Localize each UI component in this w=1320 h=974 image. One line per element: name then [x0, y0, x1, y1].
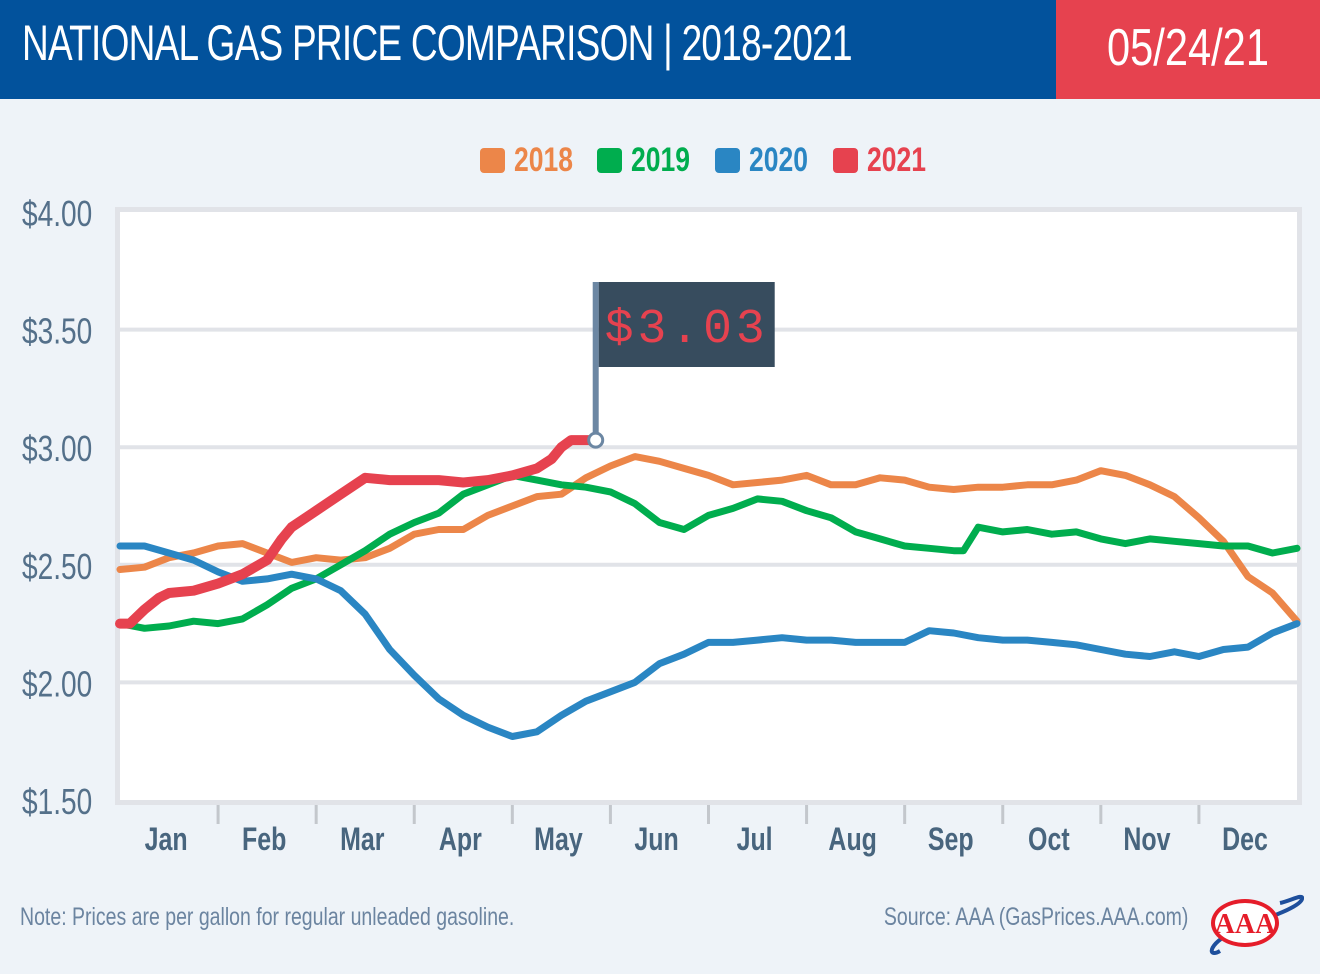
- x-tick-label: Jan: [145, 822, 188, 858]
- header-title-bar: NATIONAL GAS PRICE COMPARISON | 2018-202…: [0, 0, 1056, 99]
- x-tick-label: Jul: [737, 822, 773, 858]
- x-tick-label: Jun: [634, 822, 678, 858]
- legend-item-2019: 2019: [597, 138, 695, 182]
- footer-source: Source: AAA (GasPrices.AAA.com): [883, 903, 1188, 931]
- y-tick-label: $2.50: [22, 546, 92, 586]
- x-tick-label: Sep: [928, 822, 974, 858]
- legend-item-2018: 2018: [479, 138, 578, 182]
- series-line-2019: [116, 471, 1301, 632]
- legend: 2018 2019 2020 2021: [0, 138, 1320, 182]
- y-tick-label: $2.00: [22, 664, 92, 704]
- y-tick-label: $3.50: [22, 311, 92, 351]
- header-date-bar: 05/24/21: [1056, 0, 1320, 99]
- legend-label: 2018: [513, 140, 573, 179]
- aaa-logo-icon: AAA: [1209, 894, 1304, 955]
- header: NATIONAL GAS PRICE COMPARISON | 2018-202…: [0, 0, 1320, 99]
- legend-swatch: [715, 147, 740, 173]
- flag-value-label: $3.03: [605, 303, 769, 357]
- legend-label: 2021: [866, 140, 926, 179]
- y-tick-label: $3.00: [22, 429, 92, 469]
- legend-item-2021: 2021: [832, 138, 931, 182]
- annotation-marker: [587, 431, 605, 449]
- legend-swatch: [597, 147, 623, 173]
- x-tick-label: Feb: [242, 822, 286, 858]
- y-tick-label: $4.00: [22, 194, 92, 234]
- x-tick-label: May: [534, 822, 583, 858]
- legend-label: 2020: [749, 140, 808, 179]
- legend-swatch: [832, 147, 858, 173]
- series-line-2018: [116, 453, 1301, 625]
- legend-item-2020: 2020: [715, 138, 813, 182]
- x-tick-label: Apr: [439, 822, 482, 858]
- svg-text:AAA: AAA: [1215, 909, 1276, 940]
- chart-title: NATIONAL GAS PRICE COMPARISON | 2018-202…: [22, 15, 853, 71]
- legend-swatch: [479, 147, 505, 173]
- flag-box: [598, 282, 775, 367]
- series-line-2021: [115, 435, 601, 629]
- x-tick-label: Nov: [1123, 822, 1170, 858]
- x-tick-label: Mar: [340, 822, 384, 858]
- report-date: 05/24/21: [1107, 19, 1269, 77]
- legend-label: 2019: [631, 140, 691, 179]
- footer-note: Note: Prices are per gallon for regular …: [20, 903, 515, 931]
- x-tick-label: Dec: [1222, 822, 1268, 858]
- y-tick-label: $1.50: [22, 782, 92, 822]
- x-tick-label: Oct: [1028, 822, 1070, 858]
- series-line-2020: [116, 542, 1301, 740]
- x-tick-label: Aug: [828, 822, 877, 858]
